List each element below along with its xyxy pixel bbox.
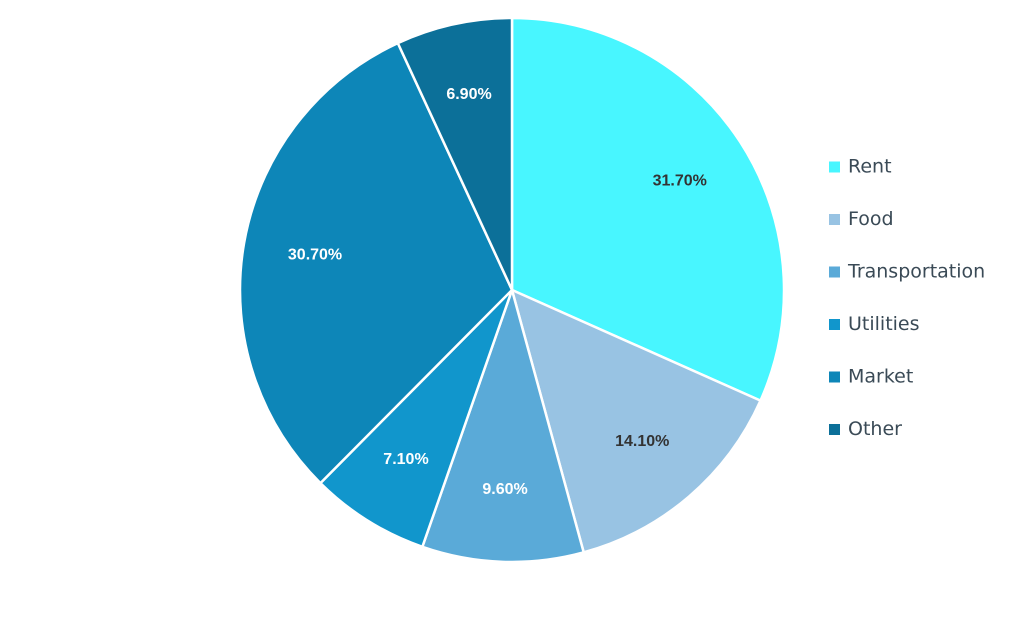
pie-label-utilities: 7.10% <box>383 451 428 468</box>
legend-swatch-transportation <box>829 266 840 278</box>
legend-label-rent: Rent <box>848 156 892 178</box>
pie-slices <box>238 16 786 564</box>
legend-label-market: Market <box>848 366 913 388</box>
legend-item-market: Market <box>829 366 913 388</box>
legend-swatch-utilities <box>829 319 840 330</box>
legend-item-food: Food <box>829 208 894 230</box>
pie-slice-other <box>396 16 514 292</box>
pie-slice-market <box>238 41 514 485</box>
legend-label-food: Food <box>848 208 894 230</box>
legend-item-other: Other <box>829 418 902 440</box>
legend-item-rent: Rent <box>829 156 892 178</box>
pie-slice-transportation <box>421 288 585 564</box>
pie-label-other: 6.90% <box>446 86 491 103</box>
legend-label-utilities: Utilities <box>848 313 920 335</box>
legend-item-transportation: Transportation <box>829 261 985 283</box>
legend-label-other: Other <box>848 418 902 440</box>
pie-slice-food <box>510 288 762 554</box>
pie-label-rent: 31.70% <box>653 172 707 189</box>
legend-swatch-food <box>829 214 840 225</box>
legend-swatch-market <box>829 371 840 383</box>
pie-label-food: 14.10% <box>615 433 669 450</box>
pie-slice-utilities <box>319 288 514 549</box>
legend-swatch-other <box>829 424 840 435</box>
legend-label-transportation: Transportation <box>847 261 985 283</box>
legend: Rent Food Transportation Utilities Market Oth… <box>829 156 985 440</box>
pie-label-market: 30.70% <box>288 247 342 264</box>
pie-value-labels: 31.70% 14.10% 9.60% 7.10% 30.70% 6.90% <box>288 86 707 498</box>
pie-label-transportation: 9.60% <box>482 481 527 498</box>
pie-slice-rent <box>510 16 786 402</box>
legend-item-utilities: Utilities <box>829 313 920 335</box>
legend-swatch-rent <box>829 161 840 173</box>
